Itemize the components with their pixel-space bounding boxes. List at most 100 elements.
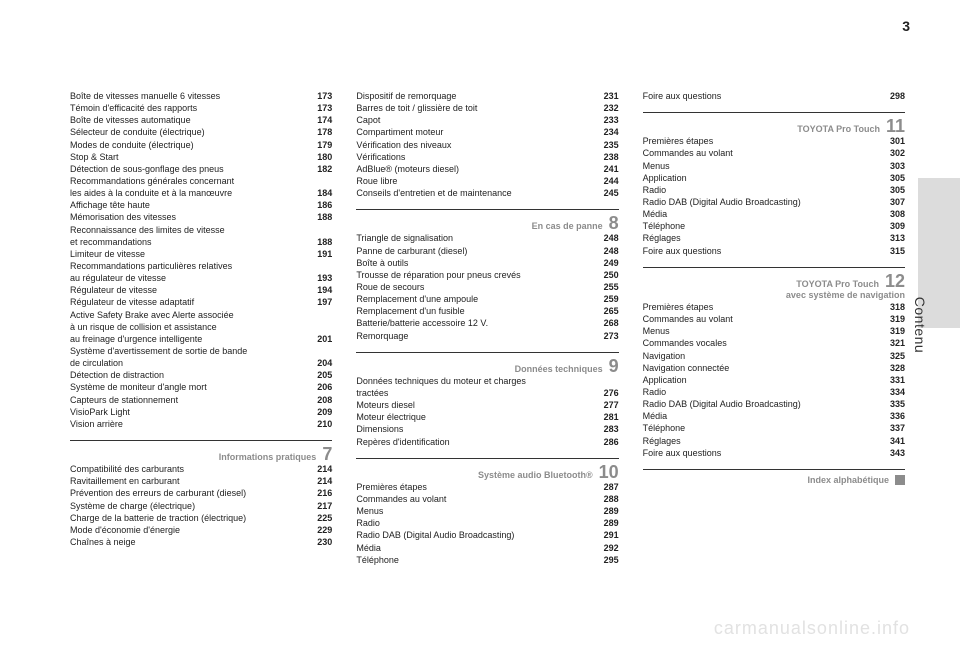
toc-row: Radio289 bbox=[356, 517, 618, 529]
toc-row: Boîte à outils249 bbox=[356, 257, 618, 269]
toc-label: Repères d'identification bbox=[356, 436, 603, 448]
toc-page: 238 bbox=[604, 151, 619, 163]
toc-row: Menus303 bbox=[643, 160, 905, 172]
toc-row: Modes de conduite (électrique)179 bbox=[70, 139, 332, 151]
toc-row: Système d'avertissement de sortie de ban… bbox=[70, 345, 332, 357]
toc-row: Moteurs diesel277 bbox=[356, 399, 618, 411]
toc-row: Navigation connectée328 bbox=[643, 362, 905, 374]
toc-label: Modes de conduite (électrique) bbox=[70, 139, 317, 151]
toc-label: Capteurs de stationnement bbox=[70, 394, 317, 406]
toc-page: 248 bbox=[604, 232, 619, 244]
toc-label: Vision arrière bbox=[70, 418, 317, 430]
toc-row: Réglages341 bbox=[643, 435, 905, 447]
toc-page: 281 bbox=[604, 411, 619, 423]
toc-label: Téléphone bbox=[643, 422, 890, 434]
toc-row: Premières étapes287 bbox=[356, 481, 618, 493]
toc-label: Menus bbox=[643, 325, 890, 337]
toc-page: 305 bbox=[890, 172, 905, 184]
toc-label: Média bbox=[643, 410, 890, 422]
toc-label: Foire aux questions bbox=[643, 447, 890, 459]
toc-page: 315 bbox=[890, 245, 905, 257]
toc-row: Remorquage273 bbox=[356, 330, 618, 342]
toc-row: Dimensions283 bbox=[356, 423, 618, 435]
toc-label: Régulateur de vitesse adaptatif bbox=[70, 296, 317, 308]
toc-row: au freinage d'urgence intelligente201 bbox=[70, 333, 332, 345]
toc-row: Système de charge (électrique)217 bbox=[70, 500, 332, 512]
toc-row: Détection de distraction205 bbox=[70, 369, 332, 381]
column-2: Dispositif de remorquage231Barres de toi… bbox=[356, 90, 618, 609]
toc-row: Réglages313 bbox=[643, 232, 905, 244]
section-number: 12 bbox=[885, 272, 905, 290]
toc-page: 179 bbox=[317, 139, 332, 151]
toc-label: Radio bbox=[643, 184, 890, 196]
toc-label: Panne de carburant (diesel) bbox=[356, 245, 603, 257]
toc-page: 191 bbox=[317, 248, 332, 260]
section-title: Données techniques bbox=[515, 363, 603, 375]
toc-label: Barres de toit / glissière de toit bbox=[356, 102, 603, 114]
toc-row: Barres de toit / glissière de toit232 bbox=[356, 102, 618, 114]
section-9: Données techniques 9 Données techniques … bbox=[356, 352, 618, 448]
toc-page: 248 bbox=[604, 245, 619, 257]
toc-page: 289 bbox=[604, 505, 619, 517]
column-1: Boîte de vitesses manuelle 6 vitesses173… bbox=[70, 90, 332, 609]
toc-page: 229 bbox=[317, 524, 332, 536]
toc-page: 321 bbox=[890, 337, 905, 349]
toc-page: 318 bbox=[890, 301, 905, 313]
toc-label: Commandes au volant bbox=[356, 493, 603, 505]
toc-row: Charge de la batterie de traction (élect… bbox=[70, 512, 332, 524]
section-11: TOYOTA Pro Touch 11 Premières étapes301C… bbox=[643, 112, 905, 257]
toc-label: Menus bbox=[356, 505, 603, 517]
toc-label: Chaînes à neige bbox=[70, 536, 317, 548]
toc-row: Remplacement d'un fusible265 bbox=[356, 305, 618, 317]
toc-page: 335 bbox=[890, 398, 905, 410]
toc-page: 334 bbox=[890, 386, 905, 398]
toc-page: 210 bbox=[317, 418, 332, 430]
toc-page: 174 bbox=[317, 114, 332, 126]
toc-row: Média292 bbox=[356, 542, 618, 554]
toc-row: Commandes au volant302 bbox=[643, 147, 905, 159]
toc-page: 250 bbox=[604, 269, 619, 281]
toc-page: 307 bbox=[890, 196, 905, 208]
toc-label: Navigation connectée bbox=[643, 362, 890, 374]
toc-page: 249 bbox=[604, 257, 619, 269]
col2-rows9: Données techniques du moteur et chargest… bbox=[356, 375, 618, 448]
toc-label: Foire aux questions bbox=[643, 245, 890, 257]
toc-label: Boîte de vitesses automatique bbox=[70, 114, 317, 126]
toc-page: 188 bbox=[317, 211, 332, 223]
toc-label: à un risque de collision et assistance bbox=[70, 321, 332, 333]
toc-row: Commandes au volant319 bbox=[643, 313, 905, 325]
toc-label: Premières étapes bbox=[356, 481, 603, 493]
toc-page: 244 bbox=[604, 175, 619, 187]
toc-label: Vérification des niveaux bbox=[356, 139, 603, 151]
column-3: Foire aux questions298 TOYOTA Pro Touch … bbox=[643, 90, 905, 609]
toc-label: les aides à la conduite et à la manœuvre bbox=[70, 187, 317, 199]
toc-page: 173 bbox=[317, 90, 332, 102]
toc-label: Menus bbox=[643, 160, 890, 172]
toc-label: Commandes au volant bbox=[643, 313, 890, 325]
toc-label: Stop & Start bbox=[70, 151, 317, 163]
toc-page: 336 bbox=[890, 410, 905, 422]
toc-row: Roue libre244 bbox=[356, 175, 618, 187]
page-number: 3 bbox=[902, 18, 910, 34]
toc-label: Affichage tête haute bbox=[70, 199, 317, 211]
toc-label: Premières étapes bbox=[643, 301, 890, 313]
toc-page: 194 bbox=[317, 284, 332, 296]
toc-row: au régulateur de vitesse193 bbox=[70, 272, 332, 284]
toc-label: Détection de distraction bbox=[70, 369, 317, 381]
toc-row: à un risque de collision et assistance bbox=[70, 321, 332, 333]
section-rule bbox=[70, 440, 332, 441]
toc-label: au freinage d'urgence intelligente bbox=[70, 333, 317, 345]
toc-page: 180 bbox=[317, 151, 332, 163]
col1-rows: Boîte de vitesses manuelle 6 vitesses173… bbox=[70, 90, 332, 430]
toc-page: 209 bbox=[317, 406, 332, 418]
section-head-10: Système audio Bluetooth® 10 bbox=[356, 463, 618, 481]
section-title: Système audio Bluetooth® bbox=[478, 469, 593, 481]
toc-label: Trousse de réparation pour pneus crevés bbox=[356, 269, 603, 281]
toc-row: Données techniques du moteur et charges bbox=[356, 375, 618, 387]
toc-page: 343 bbox=[890, 447, 905, 459]
toc-page: 255 bbox=[604, 281, 619, 293]
toc-row: Ravitaillement en carburant214 bbox=[70, 475, 332, 487]
toc-row: Repères d'identification286 bbox=[356, 436, 618, 448]
watermark: carmanualsonline.info bbox=[714, 618, 910, 639]
index-head: Index alphabétique bbox=[643, 474, 905, 486]
